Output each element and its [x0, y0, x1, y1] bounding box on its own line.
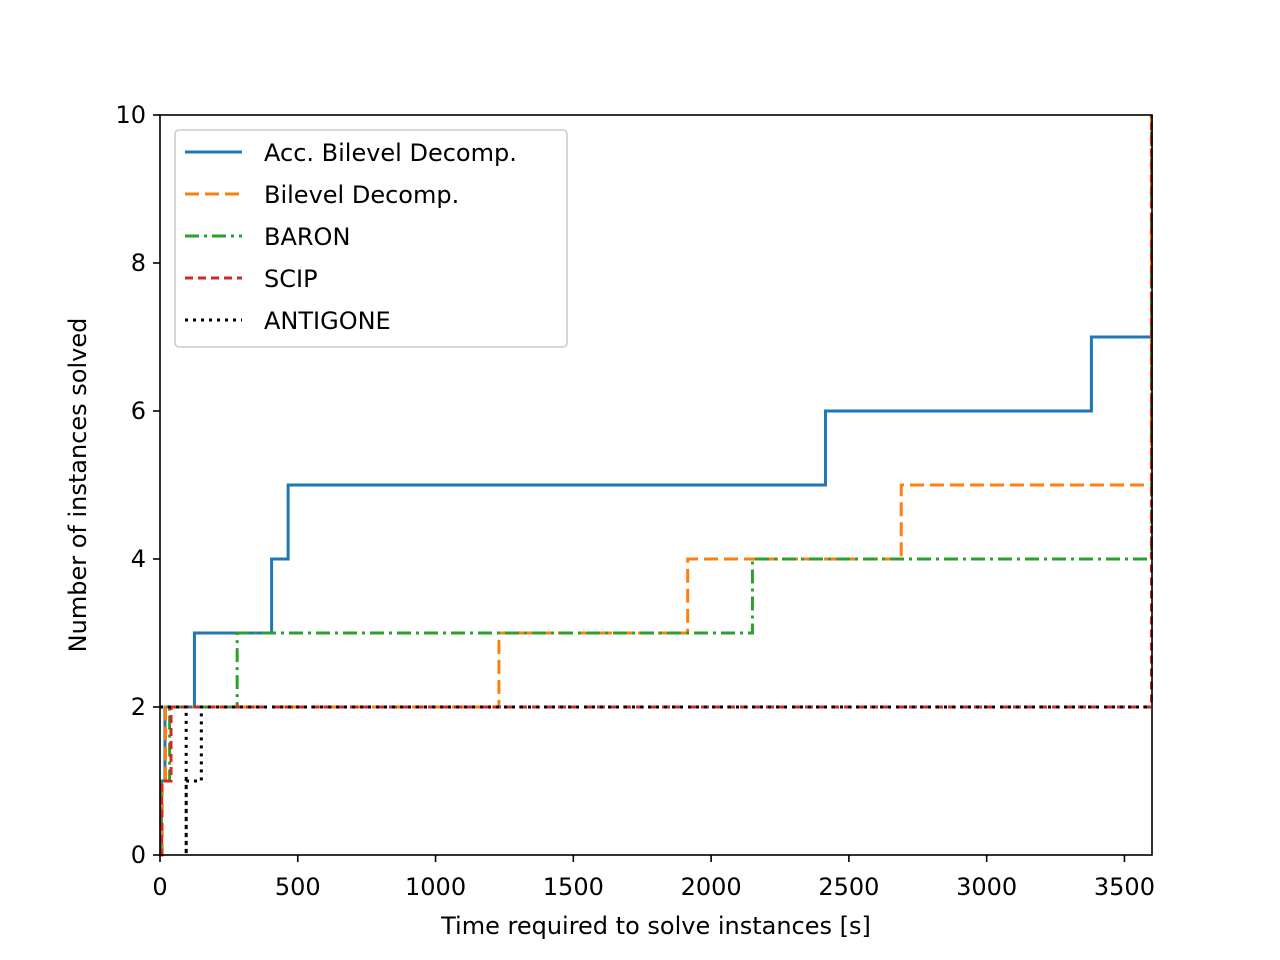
- x-axis-ticks: 0 500 1000 1500 2000 2500 3000 3500: [152, 855, 1155, 901]
- x-tick-label: 1500: [543, 873, 604, 901]
- legend-label-1: Acc. Bilevel Decomp.: [264, 139, 517, 167]
- legend-label-4: SCIP: [264, 265, 318, 293]
- y-tick-label: 8: [131, 249, 146, 277]
- x-tick-label: 2500: [818, 873, 879, 901]
- axes-frame: [159, 114, 1153, 856]
- y-axis-ticks: 0 2 4 6 8 10: [115, 101, 160, 869]
- series-line-5: [160, 705, 1152, 855]
- y-axis-label: Number of instances solved: [64, 318, 92, 653]
- x-tick-label: 500: [275, 873, 321, 901]
- series-line-1: [159, 335, 1152, 857]
- legend-label-2: Bilevel Decomp.: [264, 181, 459, 209]
- legend-label-3: BARON: [264, 223, 350, 251]
- y-tick-label: 6: [131, 397, 146, 425]
- y-tick-label: 0: [131, 841, 146, 869]
- x-axis-label: Time required to solve instances [s]: [440, 912, 871, 940]
- x-tick-label: 3000: [956, 873, 1017, 901]
- legend-box: [174, 129, 568, 348]
- x-tick-label: 3500: [1094, 873, 1155, 901]
- x-tick-label: 2000: [681, 873, 742, 901]
- x-tick-label: 1000: [405, 873, 466, 901]
- x-tick-label: 0: [152, 873, 167, 901]
- y-tick-label: 4: [131, 545, 146, 573]
- legend: Acc. Bilevel Decomp. Bilevel Decomp. BARON…: [174, 129, 568, 348]
- y-tick-label: 10: [115, 101, 146, 129]
- y-tick-label: 2: [131, 693, 146, 721]
- legend-label-5: ANTIGONE: [264, 307, 391, 335]
